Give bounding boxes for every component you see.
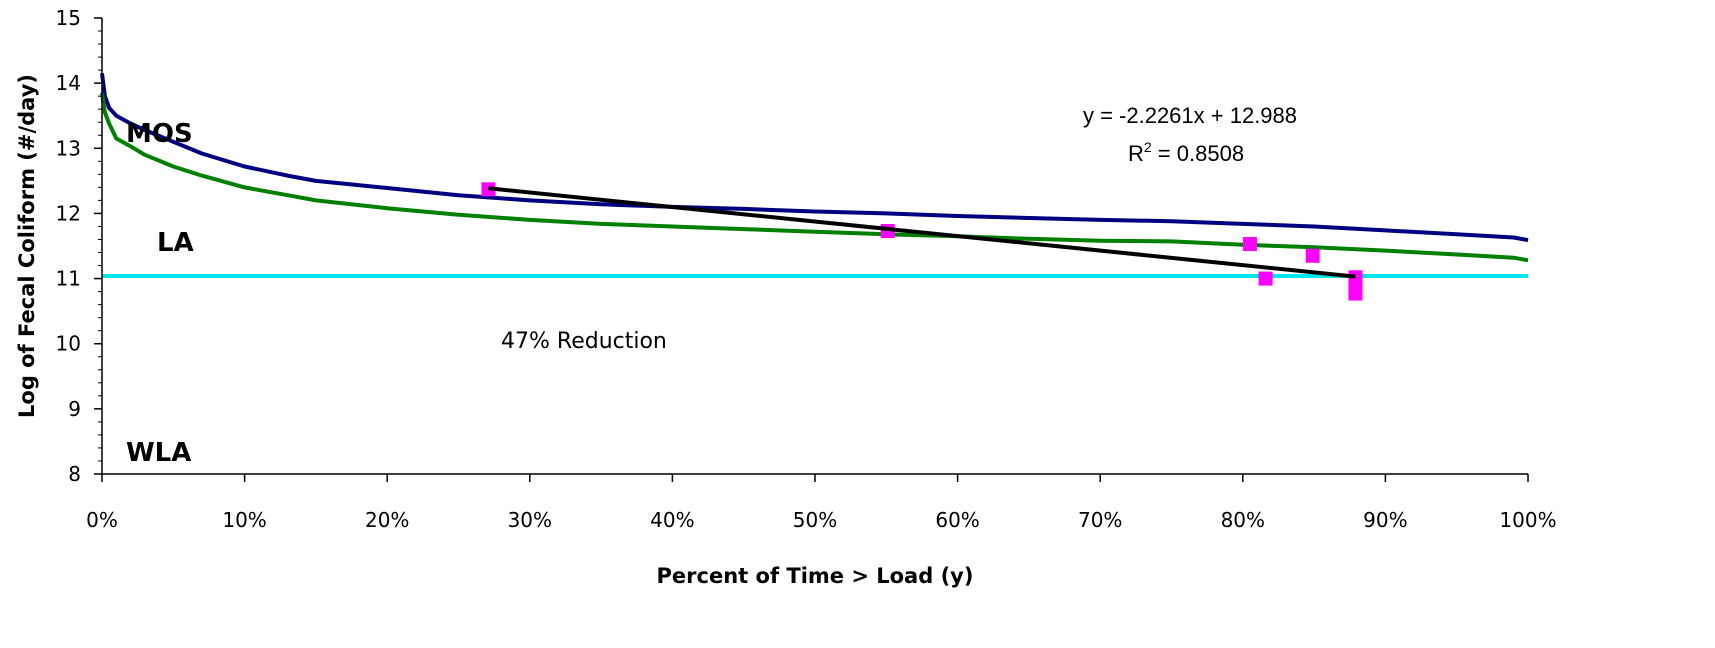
ticks-layer: 8 9 10 11 12 13 14 15 0% 10% 20% 30% 40% 50% 60% 70% 80%… [56,6,1557,532]
region-label-la: LA [157,228,194,258]
r-squared-base: R [1128,141,1144,166]
x-tick-label: 30% [508,508,552,532]
x-tick-label: 10% [222,508,266,532]
series-line-4 [488,186,1356,279]
region-label-wla: WLA [126,438,191,468]
x-tick-label: 50% [793,508,837,532]
reduction-annotation: 47% Reduction [501,329,667,354]
x-tick-label: 100% [1499,508,1556,532]
r-squared-label: R2 = 0.8508 [1128,139,1244,166]
x-tick-label: 0% [86,508,118,532]
x-tick-label: 60% [935,508,979,532]
data-point [1242,237,1257,252]
trendline-equation: y = -2.2261x + 12.988 [1083,103,1297,128]
y-axis-title: Log of Fecal Coliform (#/day) [15,74,39,418]
y-tick-label: 13 [56,136,81,160]
y-tick-label: 15 [56,6,81,30]
y-tick-label: 9 [68,397,81,421]
r-squared-superscript: 2 [1144,139,1152,155]
data-point [1348,286,1363,301]
data-point [1258,271,1273,286]
r-squared-value: = 0.8508 [1152,141,1244,166]
x-tick-label: 20% [365,508,409,532]
data-point [1305,248,1320,263]
x-tick-label: 70% [1078,508,1122,532]
x-tick-label: 80% [1221,508,1265,532]
x-axis-title: Percent of Time > Load (y) [657,564,974,588]
series-layer [100,73,1529,301]
series-line-1 [100,92,1529,263]
y-tick-label: 14 [56,71,81,95]
x-tick-label: 40% [650,508,694,532]
y-tick-label: 10 [56,332,81,356]
y-tick-label: 8 [68,462,81,486]
x-tick-label: 90% [1363,508,1407,532]
region-label-mos: MOS [126,119,193,149]
y-tick-label: 11 [56,267,81,291]
y-tick-label: 12 [56,201,81,225]
series-line-0 [100,73,1529,243]
